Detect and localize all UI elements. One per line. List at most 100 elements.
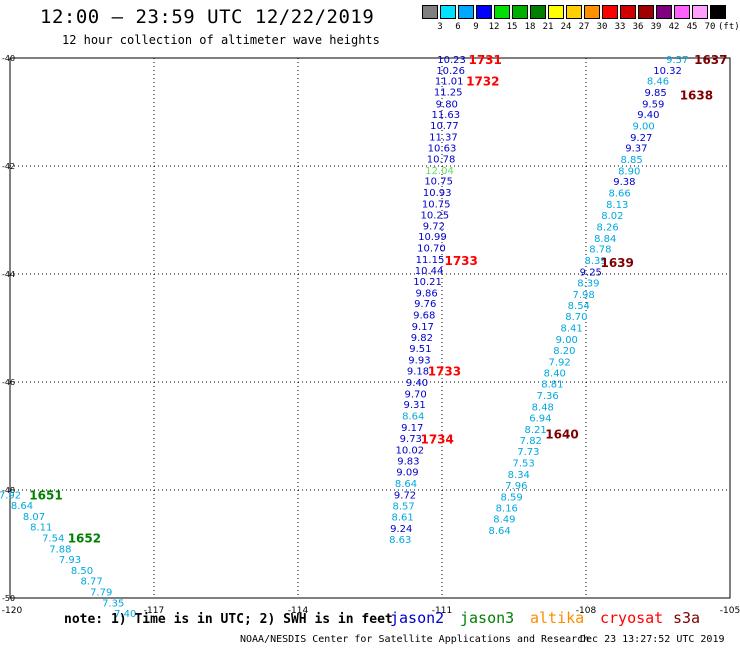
scale-label: 6 (455, 22, 461, 32)
wave-height-point: 10.75 (422, 199, 451, 210)
wave-height-point: 9.72 (394, 490, 416, 501)
y-tick-label: -50 (2, 594, 15, 603)
wave-height-point: 9.09 (396, 468, 418, 479)
sat-label-jason2: jason2 (390, 609, 445, 627)
pass-time-label: 1732 (466, 75, 499, 89)
wave-height-point: 10.32 (653, 66, 682, 77)
pass-time-label: 1652 (68, 532, 101, 546)
wave-height-point: 9.86 (416, 288, 438, 299)
scale-label: 42 (668, 22, 680, 32)
x-tick-label: -105 (720, 606, 740, 616)
scale-label: 33 (614, 22, 626, 32)
wave-height-point: 7.73 (517, 447, 539, 458)
scale-swatch (656, 5, 672, 19)
sat-label-altika: altika (530, 609, 585, 627)
wave-height-point: 9.93 (408, 355, 430, 366)
x-tick-label: -111 (432, 606, 452, 616)
scale-swatch (512, 5, 528, 19)
scale-label: 3 (437, 22, 443, 32)
wave-height-point: 9.17 (412, 322, 434, 333)
wave-height-point: 9.85 (644, 88, 666, 99)
scale-swatch (638, 5, 654, 19)
wave-height-point: 9.70 (404, 389, 426, 400)
wave-height-point: 8.59 (500, 492, 522, 503)
wave-height-point: 9.40 (406, 378, 428, 389)
wave-height-point: 8.81 (541, 380, 563, 391)
scale-label: 9 (473, 22, 479, 32)
wave-height-point: 10.93 (423, 188, 452, 199)
y-tick-label: -48 (2, 486, 15, 495)
pass-time-label: 1639 (600, 256, 633, 270)
wave-height-point: 10.44 (415, 266, 444, 277)
x-tick-label: -120 (2, 606, 23, 616)
wave-height-point: 8.61 (392, 512, 414, 523)
pass-time-label: 1638 (680, 89, 713, 103)
plot-frame (9, 57, 731, 599)
wave-height-point: 10.21 (413, 277, 442, 288)
scale-swatch (476, 5, 492, 19)
wave-height-point: 8.11 (30, 523, 52, 534)
wave-height-point: 8.20 (553, 346, 575, 357)
scale-swatch (494, 5, 510, 19)
wave-height-point: 9.24 (390, 524, 412, 535)
wave-height-point: 7.88 (49, 544, 71, 555)
wave-height-point: 10.78 (427, 154, 456, 165)
scale-swatch (710, 5, 726, 19)
wave-height-point: 8.16 (496, 503, 518, 514)
wave-height-point: 11.25 (434, 87, 463, 98)
scale-swatch (602, 5, 618, 19)
scale-label: 24 (560, 22, 572, 32)
wave-height-point: 7.92 (548, 357, 570, 368)
chart-subtitle: 12 hour collection of altimeter wave hei… (62, 33, 380, 47)
scale-swatch (548, 5, 564, 19)
wave-height-point: 11.63 (432, 110, 461, 121)
pass-time-label: 1640 (545, 427, 578, 441)
scale-label: 36 (632, 22, 644, 32)
wave-height-point: 9.59 (642, 99, 664, 110)
wave-height-point: 7.82 (520, 436, 542, 447)
wave-height-point: 11.01 (435, 77, 464, 88)
scale-label: 27 (578, 22, 590, 32)
wave-height-point: 8.57 (392, 502, 414, 513)
wave-height-point: 8.70 (565, 312, 587, 323)
wave-height-point: 9.27 (630, 133, 652, 144)
scale-swatch (422, 5, 438, 19)
scale-label: 45 (686, 22, 698, 32)
sat-label-jason3: jason3 (460, 609, 515, 627)
x-tick-label: -117 (144, 606, 164, 616)
x-tick-label: -108 (576, 606, 597, 616)
wave-height-point: 9.51 (409, 344, 431, 355)
wave-height-point: 7.98 (572, 290, 594, 301)
wave-height-point: 10.63 (428, 144, 457, 155)
wave-height-point: 10.75 (424, 177, 453, 188)
scale-label: 39 (650, 22, 662, 32)
scale-label: 18 (524, 22, 536, 32)
scale-swatch (458, 5, 474, 19)
scale-label: (ft) (718, 22, 740, 32)
wave-height-point: 8.64 (395, 479, 417, 490)
wave-height-point: 9.73 (400, 434, 422, 445)
scale-swatch (530, 5, 546, 19)
y-tick-label: -46 (2, 378, 15, 387)
scale-label: 15 (506, 22, 518, 32)
scale-swatch (692, 5, 708, 19)
wave-height-point: 8.85 (620, 155, 642, 166)
footer-credit: NOAA/NESDIS Center for Satellite Applica… (240, 634, 590, 645)
wave-height-point: 7.96 (505, 481, 527, 492)
scale-label: 21 (542, 22, 554, 32)
wave-height-point: 10.02 (396, 446, 425, 457)
scale-swatch (584, 5, 600, 19)
wave-height-point: 9.83 (397, 456, 419, 467)
wave-height-point: 9.40 (637, 110, 659, 121)
wave-height-point: 8.07 (23, 512, 45, 523)
wave-height-point: 8.41 (560, 323, 582, 334)
wave-height-point: 8.39 (584, 256, 606, 267)
wave-height-point: 8.64 (402, 411, 424, 422)
wave-height-point: 8.21 (524, 425, 546, 436)
wave-height-point: 7.79 (90, 588, 112, 599)
wave-height-point: 12.04 (425, 166, 454, 177)
wave-height-point: 8.84 (594, 234, 616, 245)
wave-height-point: 8.66 (608, 188, 630, 199)
wave-height-point: 9.82 (411, 333, 433, 344)
